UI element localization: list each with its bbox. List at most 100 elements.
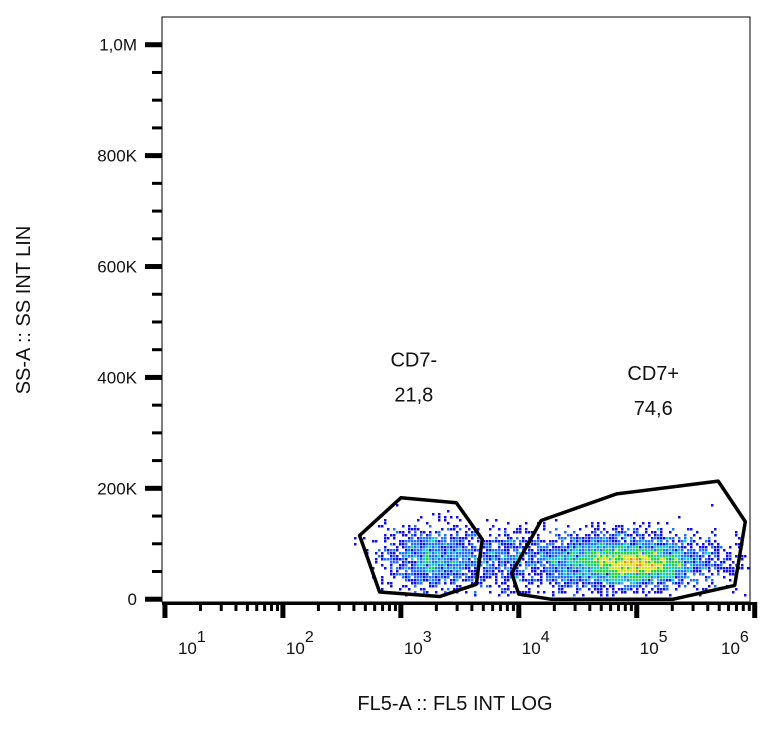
event-bin	[480, 582, 483, 585]
event-bin	[447, 558, 450, 561]
event-bin	[375, 558, 378, 561]
event-bin	[645, 573, 648, 576]
event-bin	[432, 564, 435, 567]
event-bin	[612, 555, 615, 558]
event-bin	[408, 573, 411, 576]
event-bin	[618, 588, 621, 591]
event-bin	[648, 579, 651, 582]
event-bin	[459, 567, 462, 570]
event-bin	[666, 564, 669, 567]
event-bin	[468, 552, 471, 555]
event-bin	[510, 561, 513, 564]
event-bin	[543, 591, 546, 594]
event-bin	[450, 537, 453, 540]
event-bin	[405, 573, 408, 576]
event-bin	[441, 567, 444, 570]
event-bin	[453, 561, 456, 564]
event-bin	[726, 555, 729, 558]
event-bin	[516, 573, 519, 576]
event-bin	[702, 588, 705, 591]
x-tick-exponent: 4	[541, 629, 550, 646]
event-bin	[459, 552, 462, 555]
event-bin	[522, 573, 525, 576]
event-bin	[408, 528, 411, 531]
event-bin	[537, 537, 540, 540]
event-bin	[606, 570, 609, 573]
event-bin	[393, 561, 396, 564]
event-bin	[672, 561, 675, 564]
event-bin	[600, 570, 603, 573]
event-bin	[660, 564, 663, 567]
event-bin	[633, 546, 636, 549]
event-bin	[453, 546, 456, 549]
event-bin	[456, 567, 459, 570]
event-bin	[702, 555, 705, 558]
event-bin	[678, 585, 681, 588]
event-bin	[591, 552, 594, 555]
event-bin	[414, 567, 417, 570]
event-bin	[630, 585, 633, 588]
event-bin	[561, 540, 564, 543]
event-bin	[519, 579, 522, 582]
event-bin	[714, 564, 717, 567]
event-bin	[654, 534, 657, 537]
event-bin	[615, 531, 618, 534]
event-bin	[531, 543, 534, 546]
event-bin	[630, 588, 633, 591]
event-bin	[453, 573, 456, 576]
event-bin	[615, 576, 618, 579]
event-bin	[420, 576, 423, 579]
event-bin	[570, 555, 573, 558]
event-bin	[537, 573, 540, 576]
event-bin	[414, 528, 417, 531]
event-bin	[507, 534, 510, 537]
event-bin	[648, 549, 651, 552]
event-bin	[594, 555, 597, 558]
event-bin	[573, 537, 576, 540]
event-bin	[597, 591, 600, 594]
event-bin	[657, 570, 660, 573]
event-bin	[402, 531, 405, 534]
event-bin	[582, 585, 585, 588]
x-minor-tick	[481, 602, 485, 611]
event-bin	[693, 549, 696, 552]
event-bin	[396, 504, 399, 507]
event-bin	[567, 564, 570, 567]
event-bin	[495, 567, 498, 570]
event-bin	[594, 582, 597, 585]
event-bin	[435, 543, 438, 546]
event-bin	[519, 561, 522, 564]
y-minor-tick	[152, 348, 162, 352]
event-bin	[597, 546, 600, 549]
event-bin	[507, 585, 510, 588]
event-bin	[486, 558, 489, 561]
y-axis-title: SS-A :: SS INT LIN	[13, 226, 35, 395]
event-bin	[543, 555, 546, 558]
event-bin	[663, 546, 666, 549]
event-bin	[486, 543, 489, 546]
event-bin	[717, 573, 720, 576]
event-bin	[720, 564, 723, 567]
event-bin	[381, 582, 384, 585]
event-bin	[663, 558, 666, 561]
event-bin	[582, 546, 585, 549]
event-bin	[468, 561, 471, 564]
event-bin	[558, 549, 561, 552]
event-bin	[552, 558, 555, 561]
event-bin	[585, 582, 588, 585]
event-bin	[690, 567, 693, 570]
event-bin	[669, 543, 672, 546]
event-bin	[546, 570, 549, 573]
event-bin	[480, 579, 483, 582]
event-bin	[594, 549, 597, 552]
event-bin	[627, 555, 630, 558]
event-bin	[717, 549, 720, 552]
event-bin	[678, 561, 681, 564]
event-bin	[510, 546, 513, 549]
event-bin	[636, 546, 639, 549]
event-bin	[570, 537, 573, 540]
event-bin	[690, 549, 693, 552]
event-bin	[426, 534, 429, 537]
event-bin	[417, 537, 420, 540]
event-bin	[402, 561, 405, 564]
